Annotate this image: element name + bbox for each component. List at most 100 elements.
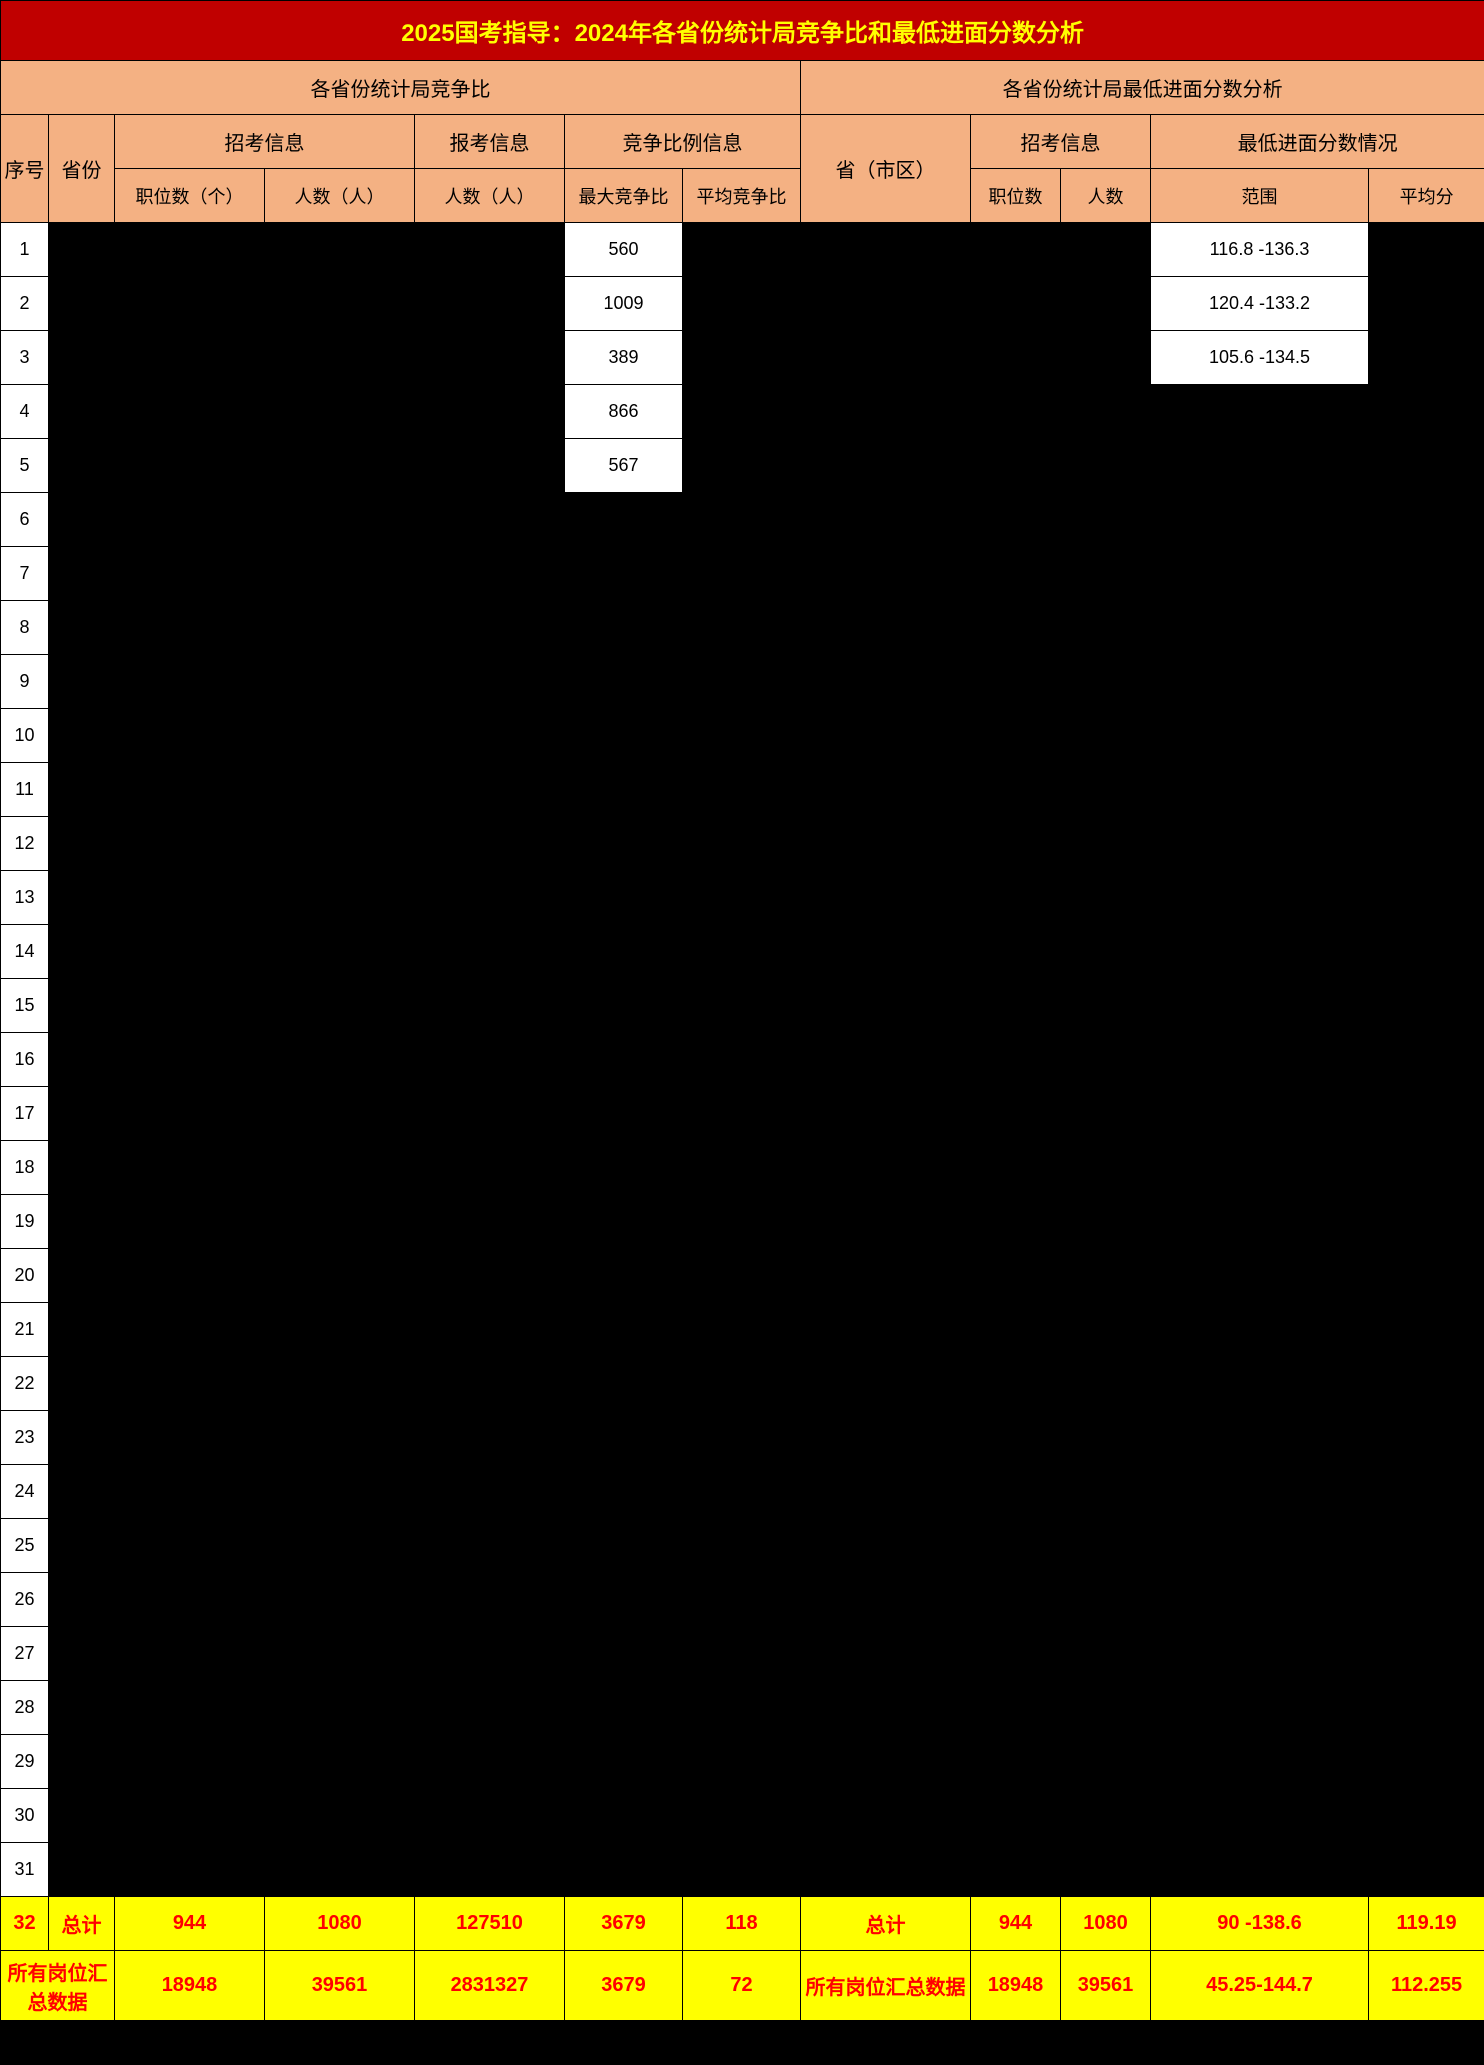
empty-cell xyxy=(49,655,115,709)
table-row: 31 xyxy=(1,1843,1484,1897)
empty-cell xyxy=(683,871,801,925)
empty-cell xyxy=(1369,1087,1484,1141)
empty-cell xyxy=(49,439,115,493)
empty-cell xyxy=(115,1357,265,1411)
empty-cell xyxy=(49,1735,115,1789)
table-row: 25 xyxy=(1,1519,1484,1573)
table-row: 12 xyxy=(1,817,1484,871)
empty-cell xyxy=(49,1789,115,1843)
empty-cell xyxy=(265,979,415,1033)
empty-cell xyxy=(1151,925,1369,979)
empty-cell xyxy=(1369,871,1484,925)
grand-apply: 2831327 xyxy=(415,1951,565,2021)
col-apply: 报考信息 xyxy=(415,115,565,169)
total-apply: 127510 xyxy=(415,1897,565,1951)
col-max-ratio: 最大竞争比 xyxy=(565,169,683,223)
empty-cell xyxy=(565,1141,683,1195)
empty-cell xyxy=(1061,331,1151,385)
empty-cell xyxy=(971,1789,1061,1843)
empty-cell xyxy=(1151,1843,1369,1897)
empty-cell xyxy=(1369,601,1484,655)
empty-cell xyxy=(115,1681,265,1735)
total-label: 总计 xyxy=(49,1897,115,1951)
empty-cell xyxy=(265,871,415,925)
empty-cell xyxy=(801,547,971,601)
empty-cell xyxy=(1151,601,1369,655)
empty-cell xyxy=(801,1789,971,1843)
empty-cell xyxy=(1061,1627,1151,1681)
row-seq: 14 xyxy=(1,925,49,979)
row-max-ratio: 389 xyxy=(565,331,683,385)
empty-cell xyxy=(1151,1789,1369,1843)
empty-cell xyxy=(415,925,565,979)
empty-cell xyxy=(265,925,415,979)
table-row: 29 xyxy=(1,1735,1484,1789)
grand-avg-ratio: 72 xyxy=(683,1951,801,2021)
empty-cell xyxy=(115,547,265,601)
empty-cell xyxy=(49,1681,115,1735)
empty-cell xyxy=(1151,1195,1369,1249)
table-row: 4866 xyxy=(1,385,1484,439)
empty-cell xyxy=(565,1843,683,1897)
empty-cell xyxy=(1369,1357,1484,1411)
col-pos2: 职位数 xyxy=(971,169,1061,223)
empty-cell xyxy=(683,1627,801,1681)
empty-cell xyxy=(265,1411,415,1465)
table-row: 3389105.6 -134.5 xyxy=(1,331,1484,385)
empty-cell xyxy=(415,763,565,817)
empty-cell xyxy=(971,1519,1061,1573)
empty-cell xyxy=(683,817,801,871)
empty-cell xyxy=(1369,925,1484,979)
empty-cell xyxy=(971,439,1061,493)
empty-cell xyxy=(49,979,115,1033)
empty-cell xyxy=(565,601,683,655)
empty-cell xyxy=(1061,925,1151,979)
empty-cell xyxy=(683,925,801,979)
empty-cell xyxy=(1061,277,1151,331)
empty-cell xyxy=(265,1789,415,1843)
empty-cell xyxy=(1369,439,1484,493)
empty-cell xyxy=(415,1303,565,1357)
empty-cell xyxy=(415,385,565,439)
left-section-header: 各省份统计局竞争比 xyxy=(1,61,801,115)
empty-cell xyxy=(683,1249,801,1303)
table-row: 17 xyxy=(1,1087,1484,1141)
empty-cell xyxy=(1369,1195,1484,1249)
table-row: 27 xyxy=(1,1627,1484,1681)
empty-cell xyxy=(265,1249,415,1303)
empty-cell xyxy=(1369,1033,1484,1087)
empty-cell xyxy=(801,1357,971,1411)
table-title: 2025国考指导：2024年各省份统计局竞争比和最低进面分数分析 xyxy=(1,1,1484,61)
empty-cell xyxy=(265,763,415,817)
empty-cell xyxy=(683,331,801,385)
empty-cell xyxy=(1369,1735,1484,1789)
empty-cell xyxy=(1369,1627,1484,1681)
empty-cell xyxy=(1369,817,1484,871)
col-avg-score: 平均分 xyxy=(1369,169,1484,223)
empty-cell xyxy=(971,331,1061,385)
empty-cell xyxy=(683,709,801,763)
empty-cell xyxy=(801,871,971,925)
empty-cell xyxy=(115,1519,265,1573)
empty-cell xyxy=(49,331,115,385)
col-recruit: 招考信息 xyxy=(115,115,415,169)
empty-cell xyxy=(1369,493,1484,547)
table-row: 9 xyxy=(1,655,1484,709)
empty-cell xyxy=(415,439,565,493)
col-score: 最低进面分数情况 xyxy=(1151,115,1484,169)
empty-cell xyxy=(971,601,1061,655)
total-max-ratio: 3679 xyxy=(565,1897,683,1951)
empty-cell xyxy=(683,601,801,655)
empty-cell xyxy=(115,1573,265,1627)
empty-cell xyxy=(265,223,415,277)
table-row: 10 xyxy=(1,709,1484,763)
empty-cell xyxy=(565,493,683,547)
empty-cell xyxy=(115,1141,265,1195)
row-seq: 5 xyxy=(1,439,49,493)
empty-cell xyxy=(1061,1303,1151,1357)
empty-cell xyxy=(683,439,801,493)
col-ratio: 竞争比例信息 xyxy=(565,115,801,169)
empty-cell xyxy=(971,493,1061,547)
empty-cell xyxy=(265,655,415,709)
empty-cell xyxy=(1151,1141,1369,1195)
